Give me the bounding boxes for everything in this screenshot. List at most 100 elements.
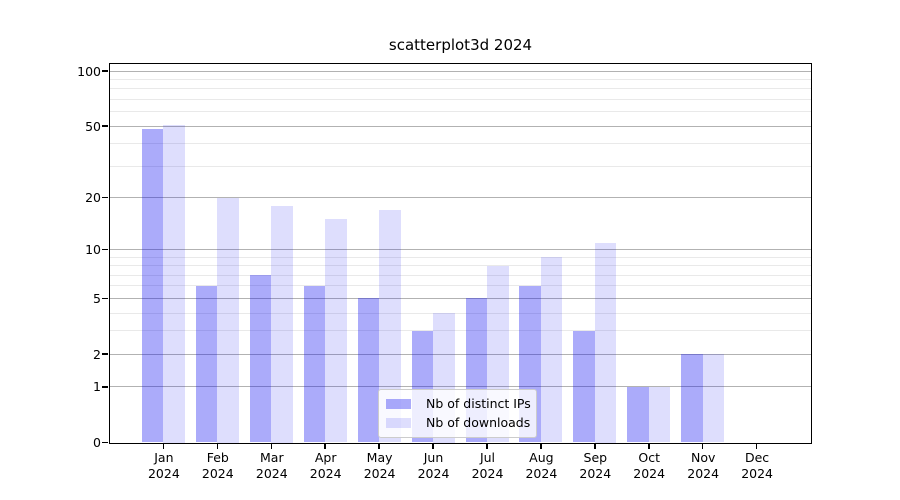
gridline-minor-9 [109,256,811,258]
gridline-minor-80 [109,88,811,90]
y-axis-label-0: 0 [93,435,101,450]
bar-distinct-ips-nov [681,354,703,443]
x-axis-label-nov: Nov 2024 [676,450,730,482]
bar-distinct-ips-sep [573,330,595,443]
x-axis-label-oct: Oct 2024 [622,450,676,482]
x-axis-label-nov-year: 2024 [687,466,720,481]
bar-downloads-may [379,209,401,443]
bar-distinct-ips-jan [141,129,164,443]
x-axis-label-apr: Apr 2024 [299,450,353,482]
y-tick-100 [102,70,108,72]
legend-swatch-downloads-icon [386,418,411,428]
x-axis-label-jun-year: 2024 [417,466,450,481]
x-axis-label-mar-month: Mar [260,450,284,465]
gridline-minor-70 [109,99,811,100]
y-axis-label-50: 50 [85,118,101,134]
x-tick-may [378,444,380,449]
gridline-minor-8 [109,265,811,267]
y-tick-0 [102,441,108,444]
x-tick-dec [755,444,758,449]
x-axis-label-sep-month: Sep [583,450,608,465]
x-axis-label-nov-month: Nov [690,450,716,465]
y-axis-label-10: 10 [85,242,101,257]
x-axis-label-may: May 2024 [353,450,407,482]
bar-downloads-nov [702,354,725,443]
gridline-major-2 [109,353,811,355]
x-axis-label-dec-year: 2024 [741,466,773,481]
legend-swatch-distinct-ips-icon [386,399,411,409]
x-tick-aug [540,444,542,449]
plot-area [102,62,812,449]
x-axis-label-feb: Feb 2024 [191,450,245,482]
x-axis-label-aug-month: Aug [529,450,554,465]
x-axis-label-apr-month: Apr [314,450,337,465]
gridline-minor-60 [109,111,811,113]
gridline-minor-4 [109,312,811,314]
bar-downloads-oct [648,386,671,443]
legend-item-downloads: Nb of downloads [386,416,531,430]
x-tick-jul [486,444,488,449]
gridline-minor-40 [109,143,811,145]
bar-downloads-sep [594,242,617,443]
gridline-major-10 [109,248,811,251]
bar-distinct-ips-feb [195,285,218,443]
x-axis-label-apr-year: 2024 [309,466,342,481]
y-tick-2 [102,353,108,355]
gridline-minor-7 [109,274,811,276]
x-axis-label-sep-year: 2024 [579,466,612,481]
x-axis-label-may-year: 2024 [363,466,396,481]
bar-downloads-feb [217,197,239,443]
legend-label-downloads: Nb of downloads [426,415,531,430]
legend-label-distinct-ips: Nb of distinct IPs [426,396,531,411]
legend: Nb of distinct IPs Nb of downloads [378,389,537,438]
x-axis-label-jun: Jun 2024 [407,450,461,482]
x-axis-label-jul-month: Jul [479,450,496,465]
x-tick-sep [594,444,596,449]
x-axis-label-oct-year: 2024 [633,466,666,481]
gridline-major-5 [109,297,811,299]
y-axis-label-2: 2 [93,346,101,362]
y-tick-50 [102,125,108,127]
x-axis-label-oct-month: Oct [638,450,660,465]
x-tick-oct [648,444,650,449]
y-tick-5 [102,297,108,300]
bar-distinct-ips-mar [249,275,272,443]
x-tick-jan [162,444,165,449]
x-tick-jun [432,444,434,449]
bar-distinct-ips-apr [303,285,326,443]
bar-distinct-ips-may [357,298,380,443]
gridline-major-1 [109,386,811,388]
x-axis-label-jan: Jan 2024 [137,450,191,482]
gridline-minor-3 [109,330,811,332]
bar-downloads-apr [325,219,347,443]
bar-distinct-ips-oct [627,386,649,443]
x-tick-feb [216,444,219,449]
gridline-major-50 [109,125,811,127]
x-axis-label-jul-year: 2024 [471,466,504,481]
x-axis-label-feb-year: 2024 [201,466,234,481]
x-axis-label-feb-month: Feb [206,450,229,465]
gridline-major-20 [109,196,811,199]
x-axis-label-may-month: May [366,450,393,465]
x-tick-apr [324,444,326,449]
x-axis-label-jan-month: Jan [154,450,174,465]
x-axis-label-mar-year: 2024 [255,466,288,481]
y-axis-label-5: 5 [93,290,101,306]
y-tick-20 [102,196,108,199]
gridline-major-100 [109,70,811,72]
gridline-minor-30 [109,165,811,167]
chart-title: scatterplot3d 2024 [388,36,533,54]
x-axis-label-jun-month: Jun [423,450,444,465]
y-axis-label-100: 100 [77,63,101,79]
x-axis-label-dec: Dec 2024 [730,450,784,482]
x-axis-label-jan-year: 2024 [147,466,180,481]
x-axis-label-jul: Jul 2024 [461,450,515,482]
y-axis-label-20: 20 [85,190,101,205]
gridline-minor-90 [109,79,811,80]
x-axis-label-dec-month: Dec [744,450,770,465]
x-axis-label-aug: Aug 2024 [514,450,568,482]
y-axis-label-1: 1 [93,379,101,395]
y-tick-1 [102,386,108,388]
y-tick-10 [102,248,108,251]
